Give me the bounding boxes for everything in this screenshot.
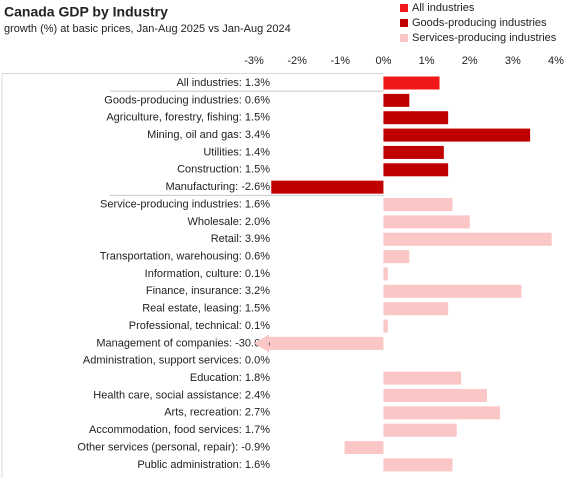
chart-subtitle: growth (%) at basic prices, Jan-Aug 2025… — [4, 23, 291, 35]
legend-swatch — [400, 34, 408, 42]
category-label: Professional, technical: 0.1% — [129, 320, 270, 332]
legend-label: All industries — [412, 2, 475, 14]
x-tick-label: 0% — [375, 55, 391, 67]
legend-swatch — [400, 4, 408, 12]
bar — [383, 128, 531, 142]
bar — [383, 111, 449, 125]
category-label: All industries: 1.3% — [176, 77, 270, 89]
category-label: Manufacturing: -2.6% — [165, 181, 270, 193]
category-label: Agriculture, forestry, fishing: 1.5% — [106, 112, 270, 124]
category-label: Arts, recreation: 2.7% — [164, 407, 270, 419]
bar — [383, 458, 453, 472]
category-label: Administration, support services: 0.0% — [83, 355, 270, 367]
bar — [383, 76, 440, 90]
category-label: Management of companies: -30.0% — [96, 337, 270, 349]
bar — [383, 371, 462, 385]
category-label: Accommodation, food services: 1.7% — [89, 424, 270, 436]
category-label: Wholesale: 2.0% — [187, 216, 270, 228]
category-label: Mining, oil and gas: 3.4% — [147, 129, 270, 141]
category-label: Retail: 3.9% — [211, 233, 271, 245]
x-tick-label: 1% — [419, 55, 435, 67]
x-tick-label: 3% — [505, 55, 521, 67]
bar — [383, 93, 410, 107]
bar — [344, 441, 384, 455]
x-tick-label: -3% — [244, 55, 264, 67]
category-label: Utilities: 1.4% — [203, 146, 270, 158]
category-label: Construction: 1.5% — [177, 164, 270, 176]
overflow-arrow — [254, 334, 269, 353]
bar — [383, 250, 410, 264]
bar — [383, 198, 453, 212]
category-label: Public administration: 1.6% — [137, 459, 270, 471]
bars — [268, 76, 552, 472]
bar — [383, 145, 444, 159]
category-label: Education: 1.8% — [190, 372, 270, 384]
bar — [383, 423, 457, 437]
bar — [383, 163, 449, 177]
category-label: Health care, social assistance: 2.4% — [93, 389, 270, 401]
legend-swatch — [400, 19, 408, 27]
x-tick-label: 4% — [548, 55, 564, 67]
x-tick-label: -1% — [331, 55, 351, 67]
bar — [383, 232, 552, 246]
bar — [383, 215, 470, 229]
x-tick-label: 2% — [462, 55, 478, 67]
legend-label: Goods-producing industries — [412, 17, 547, 29]
bar — [383, 267, 388, 281]
bar — [383, 406, 500, 420]
bar — [383, 302, 449, 316]
category-label: Goods-producing industries: 0.6% — [104, 94, 270, 106]
bar — [268, 336, 384, 350]
legend-label: Services-producing industries — [412, 32, 557, 44]
category-label: Information, culture: 0.1% — [145, 268, 271, 280]
bar — [383, 284, 522, 298]
category-label: Finance, insurance: 3.2% — [146, 285, 270, 297]
chart-title: Canada GDP by Industry — [4, 4, 168, 20]
bar — [271, 180, 384, 194]
category-label: Other services (personal, repair): -0.9% — [77, 441, 270, 453]
category-label: Real estate, leasing: 1.5% — [142, 303, 270, 315]
x-tick-label: -2% — [287, 55, 307, 67]
category-label: Service-producing industries: 1.6% — [100, 198, 270, 210]
bar — [383, 388, 487, 402]
category-label: Transportation, warehousing: 0.6% — [100, 251, 270, 263]
bar — [383, 319, 388, 333]
